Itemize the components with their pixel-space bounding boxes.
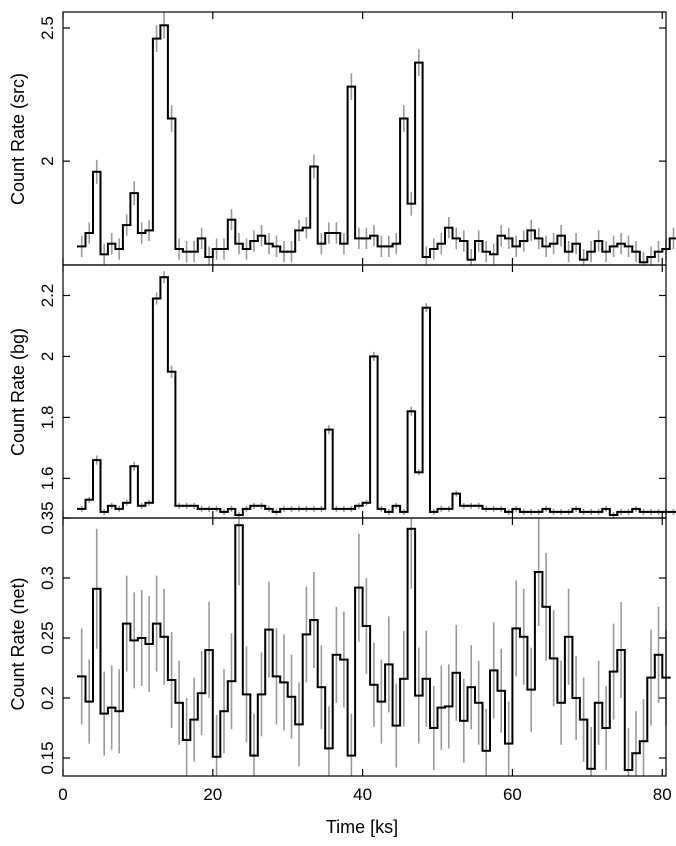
- xtick-label-60: 60: [503, 785, 522, 804]
- xtick-label-20: 20: [203, 785, 222, 804]
- xtick-label-0: 0: [58, 785, 67, 804]
- ytick-label-src-2: 2: [38, 156, 57, 165]
- ytick-label-bg-2: 2: [38, 352, 57, 361]
- ytick-label-net-0.15: 0.15: [38, 741, 57, 774]
- xtick-label-80: 80: [653, 785, 672, 804]
- ytick-label-net-0.35: 0.35: [38, 501, 57, 534]
- xtick-label-40: 40: [353, 785, 372, 804]
- ytick-label-bg-2.2: 2.2: [38, 284, 57, 308]
- ylabel-src: Count Rate (src): [8, 73, 28, 205]
- plot-frame-net: [62, 517, 667, 777]
- ytick-label-bg-1.6: 1.6: [38, 467, 57, 491]
- ytick-label-net-0.3: 0.3: [38, 566, 57, 590]
- ytick-label-net-0.25: 0.25: [38, 621, 57, 654]
- ytick-label-net-0.2: 0.2: [38, 686, 57, 710]
- xlabel-time: Time [ks]: [326, 817, 398, 837]
- ytick-label-src-2.5: 2.5: [38, 16, 57, 40]
- panel-net: 0 20 40 60 80 0.15 0.2 0.25 0.3 0.35: [38, 501, 672, 804]
- ylabel-net: Count Rate (net): [8, 577, 28, 710]
- ylabel-bg: Count Rate (bg): [8, 328, 28, 456]
- ytick-label-bg-1.8: 1.8: [38, 406, 57, 430]
